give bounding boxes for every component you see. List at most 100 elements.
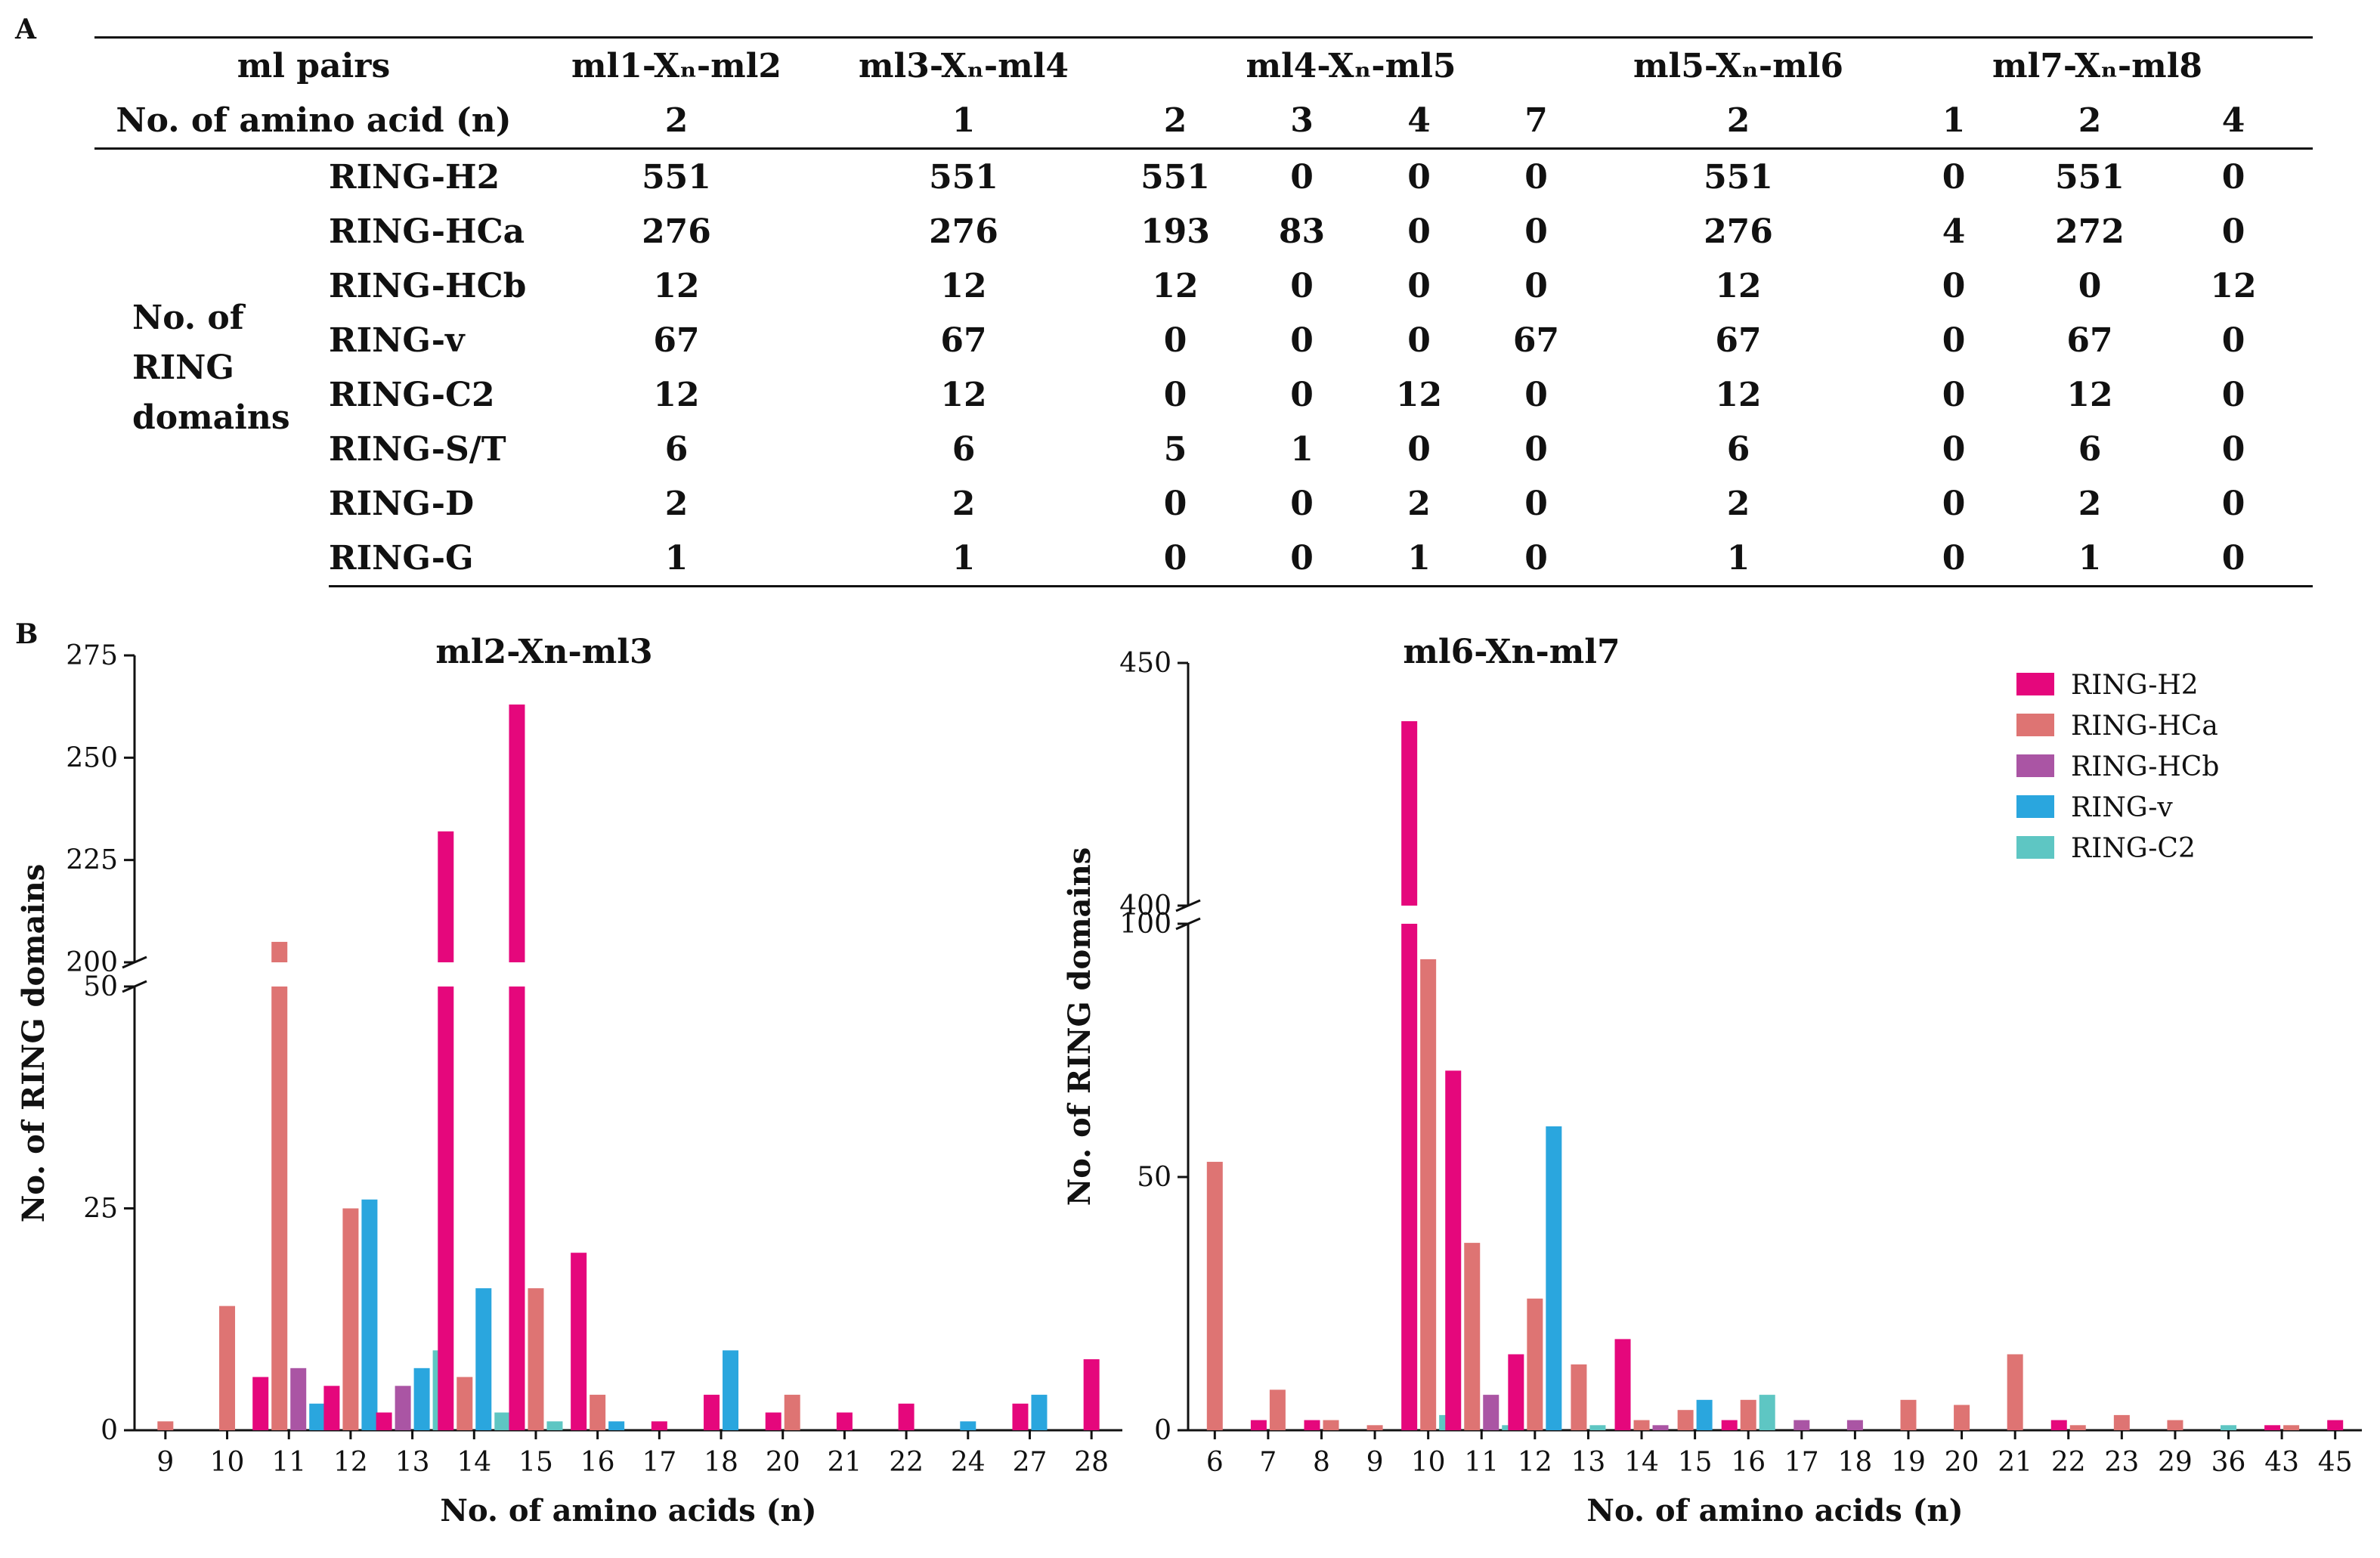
x-tick-label: 11 <box>1464 1447 1499 1478</box>
bar <box>1083 1359 1100 1430</box>
bar <box>252 1377 269 1430</box>
table-cell: 2 <box>2078 484 2102 523</box>
table-cell: 0 <box>1942 484 1966 523</box>
n-value-header: 2 <box>2026 93 2154 150</box>
table-cell: 4 <box>1942 212 1966 251</box>
bar <box>157 1421 174 1430</box>
table-cell: 12 <box>653 266 700 305</box>
table-cell: 12 <box>1395 375 1443 414</box>
table-cell: 0 <box>2078 266 2102 305</box>
legend-label: RING-H2 <box>2071 670 2199 701</box>
table-cell: 276 <box>642 212 711 251</box>
pair-group-header: ml3-Xₙ-ml4 <box>820 36 1107 93</box>
table-cell: 551 <box>642 157 711 197</box>
ring-type-label: RING-C2 <box>329 375 495 414</box>
table-cell: 12 <box>1715 375 1762 414</box>
header-n-label: No. of amino acid (n) <box>94 93 533 150</box>
table-cell: 0 <box>1407 266 1431 305</box>
x-tick-label: 24 <box>951 1447 986 1478</box>
table-cell: 2 <box>664 484 689 523</box>
bar <box>1614 1339 1631 1430</box>
y-tick-label: 100 <box>1119 909 1171 940</box>
table-cell: 193 <box>1140 212 1210 251</box>
bar <box>361 1199 378 1430</box>
row-group-label: No. of RING domains <box>132 298 290 437</box>
table-cell: 0 <box>1290 375 1314 414</box>
y-tick-label: 200 <box>66 947 118 978</box>
table-cell: 2 <box>1726 484 1750 523</box>
table-cell: 0 <box>1163 375 1187 414</box>
chart-title: ml6-Xn-ml7 <box>1403 633 1620 671</box>
pair-group-header: ml1-Xₙ-ml2 <box>533 36 820 93</box>
table-row: No. of RING domains RING-H2 551 551 551 0 0 0 55… <box>94 149 2313 437</box>
x-tick-label: 14 <box>457 1447 491 1478</box>
bar <box>1589 1425 1606 1430</box>
x-tick-label: 36 <box>2211 1447 2246 1478</box>
bar <box>765 1412 781 1430</box>
bar <box>723 1350 739 1430</box>
x-tick-label: 7 <box>1259 1447 1277 1478</box>
ring-type-label: RING-v <box>329 321 465 360</box>
bar <box>494 1412 511 1430</box>
bar <box>1012 1403 1029 1430</box>
bar <box>1323 1420 1339 1430</box>
table-cell: 1 <box>820 531 1107 587</box>
table-cell: 1 <box>1290 429 1314 469</box>
y-tick-label: 450 <box>1119 648 1171 679</box>
table-cell: 67 <box>1715 321 1762 360</box>
bar <box>1846 1420 1863 1430</box>
bar <box>1483 1395 1499 1430</box>
x-axis-label: No. of amino acids (n) <box>440 1493 816 1529</box>
table-cell: 0 <box>1478 531 1595 587</box>
legend: RING-H2 RING-HCa RING-HCb RING-v RING-C2 <box>2016 670 2219 864</box>
legend-swatch <box>2016 714 2054 736</box>
table-cell: 551 <box>929 157 998 197</box>
x-tick-label: 28 <box>1074 1447 1109 1478</box>
table-cell: 1 <box>2026 531 2154 587</box>
table-cell: 0 <box>2221 429 2245 469</box>
bar <box>2007 1354 2023 1430</box>
bar <box>413 1368 430 1430</box>
table-cell: 0 <box>1942 321 1966 360</box>
bar <box>1250 1420 1267 1430</box>
bar <box>2327 1420 2344 1430</box>
legend-swatch <box>2016 836 2054 859</box>
bar-upper <box>271 941 288 962</box>
bar <box>1759 1395 1775 1430</box>
x-tick-label: 17 <box>642 1447 676 1478</box>
table-row: RING-HCb 12 12 12 0 0 0 12 0 0 12 <box>94 259 2313 313</box>
x-tick-label: 12 <box>333 1447 368 1478</box>
n-value-header: 7 <box>1478 93 1595 150</box>
table-cell: 0 <box>1163 484 1187 523</box>
table-cell: 0 <box>1290 266 1314 305</box>
bar <box>1677 1410 1694 1430</box>
table-cell: 0 <box>2221 321 2245 360</box>
y-tick-label: 50 <box>1137 1162 1171 1193</box>
n-value-header: 2 <box>533 93 820 150</box>
table-cell: 0 <box>1243 531 1360 587</box>
bar <box>309 1403 326 1430</box>
bar <box>1954 1405 1970 1430</box>
table-cell: 12 <box>1715 266 1762 305</box>
bar <box>1794 1420 1810 1430</box>
header-row-pairs: ml pairs ml1-Xₙ-ml2 ml3-Xₙ-ml4 ml4-Xₙ-ml5 m… <box>94 36 2313 93</box>
table-cell: 12 <box>940 375 987 414</box>
table-cell: 0 <box>2221 212 2245 251</box>
bar <box>1527 1298 1543 1430</box>
table-cell: 0 <box>2154 531 2313 587</box>
y-axis-label: No. of RING domains <box>16 864 51 1223</box>
x-tick-label: 20 <box>1945 1447 1979 1478</box>
table-row: RING-C2 12 12 0 0 12 0 12 0 12 0 <box>94 367 2313 422</box>
x-tick-label: 21 <box>828 1447 862 1478</box>
bar <box>475 1288 492 1430</box>
x-tick-label: 43 <box>2264 1447 2299 1478</box>
table-cell: 83 <box>1278 212 1326 251</box>
x-tick-label: 8 <box>1313 1447 1330 1478</box>
x-tick-label: 14 <box>1624 1447 1659 1478</box>
table-row: RING-D 2 2 0 0 2 0 2 0 2 0 <box>94 476 2313 531</box>
table-cell: 0 <box>1942 266 1966 305</box>
bar <box>836 1412 853 1430</box>
bar <box>457 1377 473 1430</box>
